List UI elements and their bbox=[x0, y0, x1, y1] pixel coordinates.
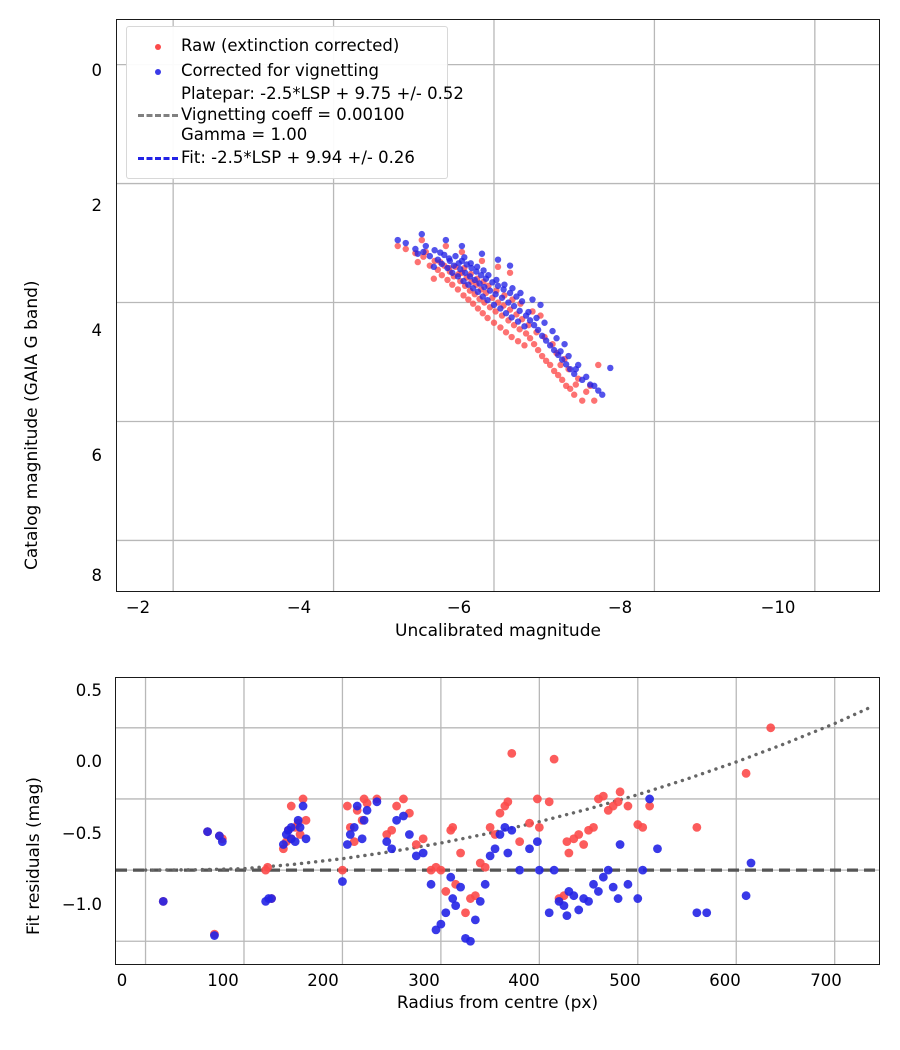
top-xtick--2: −2 bbox=[125, 598, 151, 617]
top-plot-xlabel: Uncalibrated magnitude bbox=[395, 621, 601, 641]
top-plot-ylabel: Catalog magnitude (GAIA G band) bbox=[22, 280, 42, 570]
legend-entry-platepar: Platepar: -2.5*LSP + 9.75 +/- 0.52 Vigne… bbox=[135, 84, 464, 146]
fit-residuals-plot bbox=[115, 677, 880, 965]
legend-label-fit: Fit: -2.5*LSP + 9.94 +/- 0.26 bbox=[181, 148, 415, 168]
bottom-plot-xlabel: Radius from centre (px) bbox=[396, 993, 599, 1013]
top-ytick-0: 0 bbox=[91, 61, 103, 80]
bottom-xtick-600: 600 bbox=[709, 971, 741, 990]
legend-label-corrected: Corrected for vignetting bbox=[181, 61, 379, 81]
bottom-ytick-0.5: 0.5 bbox=[75, 681, 102, 700]
bottom-xtick-400: 400 bbox=[508, 971, 540, 990]
legend-entry-corrected: Corrected for vignetting bbox=[135, 59, 437, 84]
top-xtick--8: −8 bbox=[607, 598, 633, 617]
legend-entry-raw: Raw (extinction corrected) bbox=[135, 34, 437, 59]
top-ytick-4: 4 bbox=[91, 321, 103, 340]
legend-label-platepar: Platepar: -2.5*LSP + 9.75 +/- 0.52 Vigne… bbox=[181, 84, 464, 145]
legend-marker-gray-dashed bbox=[135, 113, 181, 117]
top-ytick-8: 8 bbox=[91, 566, 103, 585]
bottom-ytick--0.5: −0.5 bbox=[61, 824, 102, 843]
bottom-ytick--1.0: −1.0 bbox=[61, 895, 102, 914]
legend-marker-red-dot bbox=[135, 43, 181, 50]
bottom-xtick-200: 200 bbox=[307, 971, 339, 990]
bottom-xtick-100: 100 bbox=[207, 971, 239, 990]
top-xtick--6: −6 bbox=[446, 598, 472, 617]
bottom-xtick-0: 0 bbox=[116, 971, 128, 990]
top-xtick--4: −4 bbox=[286, 598, 312, 617]
legend-marker-blue-dashed bbox=[135, 157, 181, 160]
top-ytick-2: 2 bbox=[91, 196, 103, 215]
legend-label-raw: Raw (extinction corrected) bbox=[181, 36, 400, 56]
legend-marker-blue-dot bbox=[135, 68, 181, 75]
legend-entry-fit: Fit: -2.5*LSP + 9.94 +/- 0.26 bbox=[135, 146, 437, 171]
bottom-xtick-700: 700 bbox=[810, 971, 842, 990]
bottom-xtick-300: 300 bbox=[408, 971, 440, 990]
bottom-xtick-500: 500 bbox=[609, 971, 641, 990]
top-plot-legend: Raw (extinction corrected) Corrected for… bbox=[126, 26, 464, 179]
bottom-ytick-0.0: 0.0 bbox=[75, 752, 102, 771]
top-xtick--10: −10 bbox=[760, 598, 796, 617]
top-ytick-6: 6 bbox=[91, 446, 103, 465]
